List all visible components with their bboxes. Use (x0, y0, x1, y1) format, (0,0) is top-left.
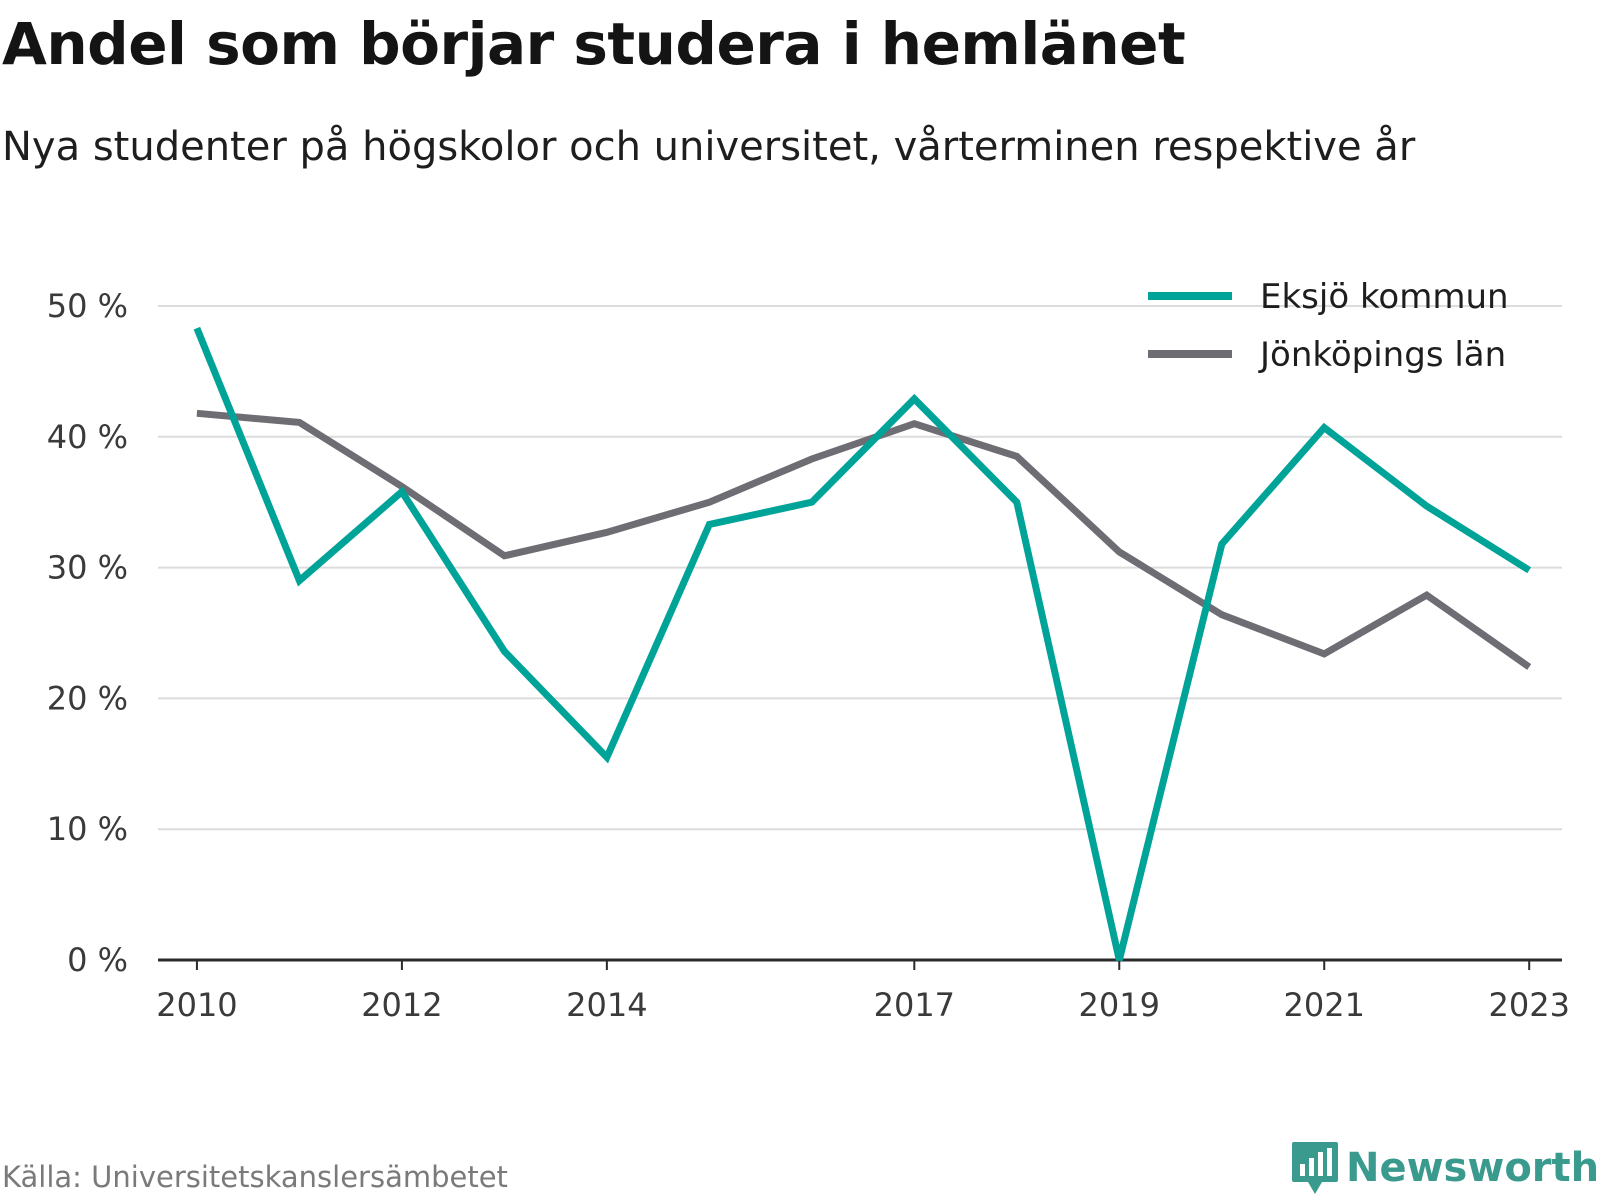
legend-label: Eksjö kommun (1260, 277, 1509, 317)
legend-label: Jönköpings län (1258, 335, 1506, 375)
brand-name: Newsworthy (1346, 1145, 1600, 1191)
brand[interactable]: Newsworthy (1290, 1140, 1600, 1196)
chart-subtitle: Nya studenter på högskolor och universit… (2, 124, 1416, 170)
x-tick-label: 2017 (874, 986, 955, 1024)
series-line-0 (193, 326, 1532, 961)
series-line-1 (196, 409, 1532, 670)
source-note: Källa: Universitetskanslersämbetet (2, 1160, 508, 1194)
x-tick-label: 2010 (156, 986, 237, 1024)
x-tick-label: 2014 (566, 986, 647, 1024)
gridlines (158, 305, 1562, 831)
y-tick-label: 10 % (47, 810, 128, 848)
series-lines (193, 326, 1532, 961)
y-tick-label: 20 % (47, 679, 128, 717)
y-tick-label: 30 % (47, 549, 128, 587)
y-tick-label: 50 % (47, 287, 128, 325)
y-tick-label: 40 % (47, 418, 128, 456)
y-tick-label: 0 % (67, 941, 128, 979)
legend: Eksjö kommun Jönköpings län (1148, 277, 1509, 375)
x-tick-label: 2019 (1079, 986, 1160, 1024)
chart-title: Andel som börjar studera i hemlänet (2, 10, 1186, 78)
x-tick-label: 2023 (1488, 986, 1569, 1024)
x-tick-label: 2012 (361, 986, 442, 1024)
y-axis-ticks: 0 % 10 % 20 % 30 % 40 % 50 % (47, 287, 128, 979)
newsworthy-logo-icon (1292, 1142, 1338, 1194)
x-axis: 2010 2012 2014 2017 2019 2021 2023 (156, 958, 1570, 1024)
x-tick-label: 2021 (1284, 986, 1365, 1024)
